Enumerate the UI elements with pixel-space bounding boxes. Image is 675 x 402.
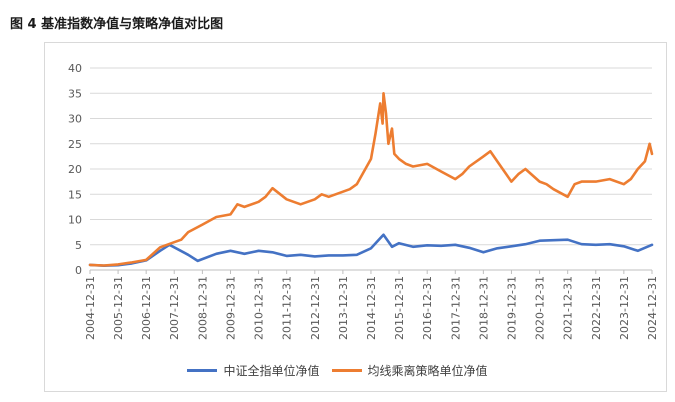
y-tick-label-5: 5 [75,239,82,252]
legend-item-strategy: 均线乘离策略单位净值 [331,362,488,379]
x-tick-label-2004-12-31: 2004-12-31 [84,276,97,340]
y-tick-label-0: 0 [75,264,82,277]
x-tick-label-2006-12-31: 2006-12-31 [140,276,153,340]
legend-label-benchmark: 中证全指单位净值 [223,364,320,378]
x-tick-label-2021-12-31: 2021-12-31 [562,276,575,340]
x-tick-label-2007-12-31: 2007-12-31 [168,276,181,340]
x-tick-label-2011-12-31: 2011-12-31 [281,276,294,340]
x-tick-label-2009-12-31: 2009-12-31 [224,276,237,340]
x-tick-label-2019-12-31: 2019-12-31 [505,276,518,340]
figure-title: 图 4 基准指数净值与策略净值对比图 [10,17,224,32]
x-tick-label-2022-12-31: 2022-12-31 [590,276,603,340]
chart-frame [44,42,667,392]
x-tick-label-2020-12-31: 2020-12-31 [534,276,547,340]
x-tick-label-2024-12-31: 2024-12-31 [646,276,659,340]
legend-swatch-benchmark [187,369,218,372]
legend-item-benchmark: 中证全指单位净值 [187,362,320,379]
y-tick-label-25: 25 [68,138,82,151]
y-tick-label-15: 15 [68,188,82,201]
x-tick-label-2012-12-31: 2012-12-31 [309,276,322,340]
x-tick-label-2014-12-31: 2014-12-31 [365,276,378,340]
x-tick-label-2010-12-31: 2010-12-31 [253,276,266,340]
series-line-strategy [88,92,654,267]
y-tick-label-35: 35 [68,87,82,100]
legend-label-strategy: 均线乘离策略单位净值 [367,364,488,378]
y-tick-label-30: 30 [68,113,82,126]
x-tick-label-2008-12-31: 2008-12-31 [196,276,209,340]
x-tick-label-2023-12-31: 2023-12-31 [618,276,631,340]
x-tick-label-2016-12-31: 2016-12-31 [421,276,434,340]
y-tick-label-40: 40 [68,62,82,75]
legend-swatch-strategy [331,369,362,372]
x-tick-label-2005-12-31: 2005-12-31 [112,276,125,340]
x-tick-label-2015-12-31: 2015-12-31 [393,276,406,340]
y-tick-label-10: 10 [68,214,82,227]
x-tick-label-2017-12-31: 2017-12-31 [449,276,462,340]
x-tick-label-2018-12-31: 2018-12-31 [477,276,490,340]
chart-legend: 中证全指单位净值 均线乘离策略单位净值 [0,362,675,379]
y-tick-label-20: 20 [68,163,82,176]
series-line-benchmark [88,233,654,268]
x-tick-label-2013-12-31: 2013-12-31 [337,276,350,340]
